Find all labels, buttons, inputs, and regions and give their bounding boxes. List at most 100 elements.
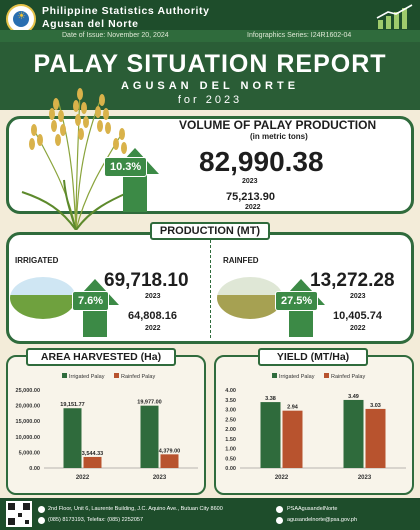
report-title: PALAY SITUATION REPORT: [33, 50, 387, 78]
y-tick-label: 1.50: [225, 437, 236, 443]
bar-value-label: 3.38: [265, 396, 276, 402]
volume-previous-value: 75,213.90: [226, 191, 275, 203]
y-tick-label: 3.50: [225, 398, 236, 404]
qr-code-icon: [6, 501, 32, 527]
issue-bar: Date of Issue: November 20, 2024 Infogra…: [0, 30, 420, 42]
irrigated-field-photo: [10, 277, 76, 319]
trend-line: [376, 4, 413, 19]
legend-label: Rainfed Palay: [121, 374, 155, 380]
rainfed-current-value: 13,272.28: [310, 270, 395, 291]
footer-address: 2nd Floor, Unit 6, Laurente Building, J.…: [48, 506, 223, 512]
y-tick-label: 4.00: [225, 388, 236, 394]
rainfed-change-badge: 27.5%: [275, 291, 319, 311]
bar-value-label: 3.03: [370, 403, 381, 409]
legend-label: Irrigated Palay: [69, 374, 105, 380]
irrigated-current-value: 69,718.10: [104, 270, 189, 291]
bar: [160, 454, 179, 468]
volume-current-year: 2023: [242, 178, 258, 185]
hero-band: [0, 42, 420, 110]
x-tick-label: 2023: [358, 475, 372, 481]
y-tick-label: 0.50: [225, 456, 236, 462]
x-tick-label: 2023: [153, 475, 167, 481]
legend-label: Rainfed Palay: [331, 374, 365, 380]
issue-date: Date of Issue: November 20, 2024: [62, 32, 169, 39]
sun-icon: ☀: [17, 11, 26, 22]
footer: 2nd Floor, Unit 6, Laurente Building, J.…: [0, 498, 420, 530]
bar-value-label: 2.94: [287, 405, 299, 411]
bar: [343, 399, 364, 468]
irrigated-label: IRRIGATED: [15, 256, 59, 265]
legend-swatch: [272, 373, 277, 378]
volume-current-value: 82,990.38: [199, 146, 324, 177]
area-harvested-chart: Irrigated Palay Rainfed Palay 0.00 5,000.00…: [16, 373, 198, 481]
growth-bar-3: [394, 12, 399, 29]
growth-bar-4: [402, 8, 407, 29]
area-harvested-title: AREA HARVESTED (Ha): [26, 348, 176, 366]
rice-stalk-icon: [21, 88, 135, 230]
irrigated-previous-value: 64,808.16: [128, 310, 177, 322]
bar: [140, 405, 159, 468]
bar: [83, 456, 102, 468]
photo-sky: [217, 277, 283, 296]
bar-value-label: 3.49: [348, 394, 359, 400]
y-tick-label: 20,000.00: [16, 404, 40, 410]
province-title: AGUSAN DEL NORTE: [120, 80, 300, 92]
psa-logo: ☀: [6, 4, 36, 34]
bar-value-label: 4,379.00: [159, 448, 180, 454]
bar-value-label: 19,977.00: [137, 400, 161, 406]
y-tick-label: 25,000.00: [16, 388, 40, 394]
legend-swatch: [114, 373, 119, 378]
y-tick-label: 10,000.00: [16, 435, 40, 441]
location-icon: [38, 506, 45, 513]
bar: [365, 408, 386, 468]
irrigated-previous-year: 2022: [145, 325, 161, 332]
photo-ground: [217, 294, 283, 319]
y-tick-label: 0.00: [225, 466, 236, 472]
growth-chart-icon: [376, 4, 413, 29]
y-tick-label: 5,000.00: [19, 450, 40, 456]
footer-facebook[interactable]: PSAAgusandelNorte: [287, 506, 338, 512]
rainfed-current-year: 2023: [350, 293, 366, 300]
email-icon: [276, 517, 283, 524]
rainfed-field-photo: [217, 277, 283, 319]
y-tick-label: 1.00: [225, 447, 236, 453]
agency-name: Philippine Statistics Authority: [42, 5, 210, 17]
y-tick-label: 2.00: [225, 427, 236, 433]
arrow-shaft: [123, 174, 147, 212]
legend-swatch: [62, 373, 67, 378]
volume-previous-year: 2022: [245, 204, 261, 211]
period-title: for 2023: [177, 94, 243, 106]
yield-chart: Irrigated Palay Rainfed Palay 0.00 0.50 1.00…: [225, 373, 406, 481]
footer-phone: (085) 8173193, Telefax: (085) 2252057: [48, 517, 143, 523]
volume-unit: (in metric tons): [250, 132, 308, 141]
bar: [63, 408, 82, 468]
facebook-icon: [276, 506, 283, 513]
growth-bar-1: [378, 20, 383, 29]
volume-change-badge: 10.3%: [104, 157, 148, 177]
bar-value-label: 19,151.77: [60, 402, 84, 408]
volume-title: VOLUME OF PALAY PRODUCTION: [179, 118, 377, 132]
y-tick-label: 0.00: [29, 466, 40, 472]
production-divider: [210, 240, 211, 338]
x-tick-label: 2022: [275, 475, 289, 481]
logo-emblem: [13, 11, 29, 27]
rainfed-previous-value: 10,405.74: [333, 310, 382, 322]
legend-label: Irrigated Palay: [279, 374, 315, 380]
office-name: Agusan del Norte: [42, 18, 139, 30]
production-label: PRODUCTION (MT): [150, 222, 270, 240]
y-tick-label: 2.50: [225, 417, 236, 423]
phone-icon: [38, 517, 45, 524]
growth-bar-2: [386, 16, 391, 29]
irrigated-change-badge: 7.6%: [72, 291, 110, 311]
bar: [260, 402, 281, 468]
photo-sky: [10, 277, 76, 296]
yield-title: YIELD (MT/Ha): [258, 348, 368, 366]
legend-swatch: [324, 373, 329, 378]
photo-ground: [10, 294, 76, 319]
bar-value-label: 3,544.33: [82, 451, 103, 457]
footer-email[interactable]: agusandelnorte@psa.gov.ph: [287, 517, 358, 523]
y-tick-label: 15,000.00: [16, 419, 40, 425]
x-tick-label: 2022: [76, 475, 90, 481]
rainfed-label: RAINFED: [223, 256, 259, 265]
bar: [282, 410, 303, 468]
